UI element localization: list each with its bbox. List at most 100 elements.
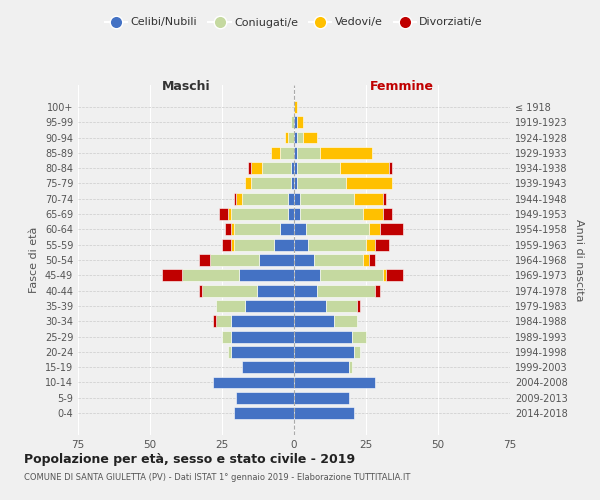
Bar bbox=[297, 132, 302, 143]
Bar bbox=[297, 147, 320, 159]
Bar bbox=[199, 284, 202, 296]
Bar bbox=[294, 132, 297, 143]
Bar bbox=[294, 208, 300, 220]
Bar bbox=[294, 116, 297, 128]
Bar bbox=[245, 178, 251, 190]
Bar bbox=[294, 254, 314, 266]
Bar bbox=[239, 270, 294, 281]
Bar bbox=[294, 346, 355, 358]
Bar bbox=[228, 208, 230, 220]
Bar bbox=[374, 238, 389, 250]
Bar bbox=[288, 193, 294, 204]
Bar bbox=[161, 270, 182, 281]
Bar bbox=[326, 300, 358, 312]
Bar bbox=[294, 224, 305, 235]
Bar bbox=[222, 238, 230, 250]
Bar bbox=[257, 284, 294, 296]
Bar bbox=[286, 132, 288, 143]
Bar bbox=[233, 193, 236, 204]
Bar bbox=[349, 361, 352, 373]
Bar bbox=[366, 238, 374, 250]
Y-axis label: Anni di nascita: Anni di nascita bbox=[574, 218, 584, 301]
Bar bbox=[233, 407, 294, 419]
Bar bbox=[314, 254, 363, 266]
Bar bbox=[340, 162, 389, 174]
Bar bbox=[236, 392, 294, 404]
Bar bbox=[294, 270, 320, 281]
Bar bbox=[219, 208, 228, 220]
Bar bbox=[389, 162, 392, 174]
Bar bbox=[386, 270, 403, 281]
Bar bbox=[251, 162, 262, 174]
Bar bbox=[230, 224, 233, 235]
Bar bbox=[300, 193, 355, 204]
Bar bbox=[320, 270, 383, 281]
Bar bbox=[216, 300, 245, 312]
Bar bbox=[369, 254, 374, 266]
Bar bbox=[233, 224, 280, 235]
Bar bbox=[233, 238, 274, 250]
Text: Femmine: Femmine bbox=[370, 80, 434, 93]
Text: Popolazione per età, sesso e stato civile - 2019: Popolazione per età, sesso e stato civil… bbox=[24, 452, 355, 466]
Bar bbox=[225, 224, 230, 235]
Bar bbox=[320, 147, 372, 159]
Bar bbox=[294, 407, 355, 419]
Bar bbox=[300, 208, 363, 220]
Bar bbox=[199, 254, 211, 266]
Bar bbox=[294, 101, 297, 113]
Bar bbox=[374, 284, 380, 296]
Y-axis label: Fasce di età: Fasce di età bbox=[29, 227, 39, 293]
Bar bbox=[358, 300, 360, 312]
Bar bbox=[230, 208, 288, 220]
Bar bbox=[294, 178, 297, 190]
Bar bbox=[288, 132, 294, 143]
Bar bbox=[288, 208, 294, 220]
Bar bbox=[294, 392, 349, 404]
Bar bbox=[214, 376, 294, 388]
Bar bbox=[380, 224, 403, 235]
Bar bbox=[294, 284, 317, 296]
Bar bbox=[294, 162, 297, 174]
Bar bbox=[346, 178, 392, 190]
Bar bbox=[294, 330, 352, 342]
Bar bbox=[294, 316, 334, 327]
Bar bbox=[216, 316, 230, 327]
Bar bbox=[317, 284, 374, 296]
Bar bbox=[291, 162, 294, 174]
Bar bbox=[291, 178, 294, 190]
Bar bbox=[211, 254, 259, 266]
Bar bbox=[230, 346, 294, 358]
Bar bbox=[251, 178, 291, 190]
Bar bbox=[334, 316, 358, 327]
Bar bbox=[228, 346, 230, 358]
Bar bbox=[302, 132, 317, 143]
Text: COMUNE DI SANTA GIULETTA (PV) - Dati ISTAT 1° gennaio 2019 - Elaborazione TUTTIT: COMUNE DI SANTA GIULETTA (PV) - Dati IST… bbox=[24, 472, 410, 482]
Bar bbox=[262, 162, 291, 174]
Bar bbox=[294, 361, 349, 373]
Bar bbox=[383, 193, 386, 204]
Bar bbox=[202, 284, 257, 296]
Text: Maschi: Maschi bbox=[161, 80, 211, 93]
Bar bbox=[297, 116, 302, 128]
Bar bbox=[363, 254, 369, 266]
Bar bbox=[242, 193, 288, 204]
Bar bbox=[355, 193, 383, 204]
Bar bbox=[242, 361, 294, 373]
Bar bbox=[294, 376, 374, 388]
Bar bbox=[352, 330, 366, 342]
Bar bbox=[308, 238, 366, 250]
Bar bbox=[297, 162, 340, 174]
Legend: Celibi/Nubili, Coniugati/e, Vedovi/e, Divorziati/e: Celibi/Nubili, Coniugati/e, Vedovi/e, Di… bbox=[101, 13, 487, 32]
Bar bbox=[294, 193, 300, 204]
Bar bbox=[369, 224, 380, 235]
Bar bbox=[182, 270, 239, 281]
Bar bbox=[222, 330, 230, 342]
Bar bbox=[230, 238, 233, 250]
Bar bbox=[294, 300, 326, 312]
Bar bbox=[214, 316, 216, 327]
Bar bbox=[291, 116, 294, 128]
Bar bbox=[274, 238, 294, 250]
Bar bbox=[259, 254, 294, 266]
Bar bbox=[383, 270, 386, 281]
Bar bbox=[230, 316, 294, 327]
